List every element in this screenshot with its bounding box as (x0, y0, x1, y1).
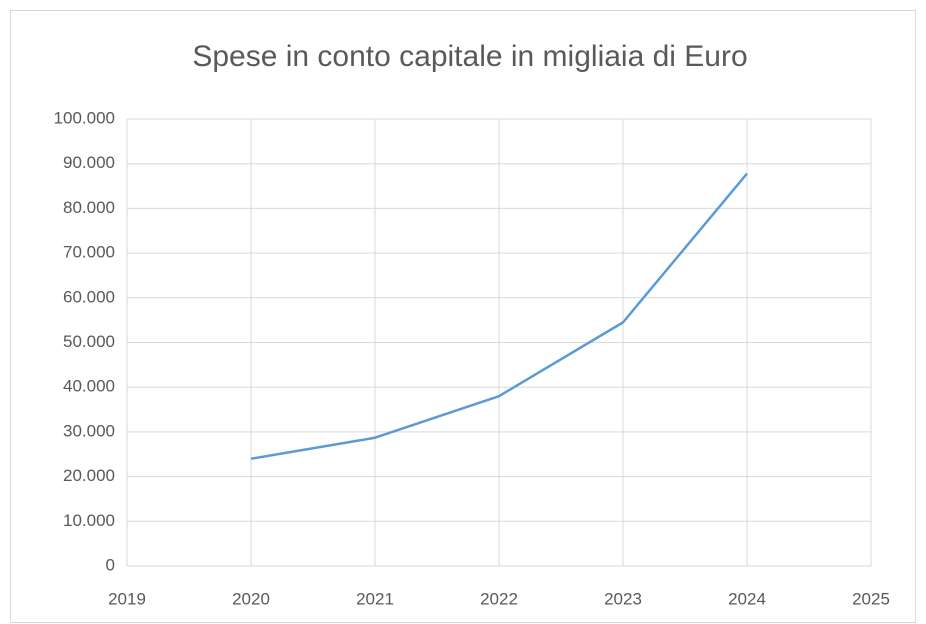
x-tick-label: 2023 (604, 589, 642, 608)
y-tick-label: 100.000 (54, 108, 115, 127)
y-tick-label: 10.000 (63, 511, 115, 530)
y-tick-label: 20.000 (63, 466, 115, 485)
x-tick-label: 2021 (356, 589, 394, 608)
y-tick-label: 90.000 (63, 153, 115, 172)
x-tick-label: 2020 (232, 589, 270, 608)
x-tick-label: 2024 (728, 589, 766, 608)
chart-title: Spese in conto capitale in migliaia di E… (192, 40, 747, 73)
x-tick-label: 2019 (108, 589, 146, 608)
y-tick-label: 0 (106, 555, 115, 574)
x-tick-label: 2022 (480, 589, 518, 608)
y-tick-label: 30.000 (63, 421, 115, 440)
chart-frame (10, 10, 916, 623)
x-tick-label: 2025 (852, 589, 890, 608)
y-tick-label: 60.000 (63, 287, 115, 306)
y-tick-label: 40.000 (63, 377, 115, 396)
y-tick-label: 80.000 (63, 198, 115, 217)
y-tick-label: 70.000 (63, 243, 115, 262)
data-line (250, 172, 748, 460)
y-tick-label: 50.000 (63, 332, 115, 351)
